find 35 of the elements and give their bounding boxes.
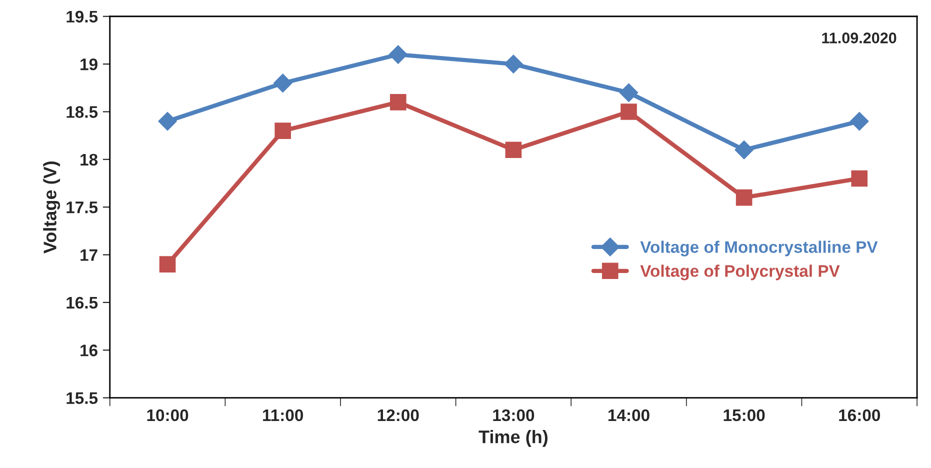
- point: [274, 122, 291, 139]
- y-tick-label: 18: [80, 154, 98, 166]
- x-tick-label: 11:00: [263, 409, 303, 422]
- legend-label: Voltage of Monocrystalline PV: [640, 240, 878, 256]
- y-tick-label: 17.5: [66, 202, 98, 214]
- x-tick-label: 14:00: [608, 409, 650, 422]
- legend-label: Voltage of Polycrystal PV: [640, 264, 840, 280]
- point: [390, 94, 406, 110]
- point: [505, 142, 522, 158]
- point: [159, 256, 176, 272]
- point: [620, 104, 637, 120]
- x-tick-label: 12:00: [378, 409, 419, 422]
- annotation: 11.09.2020: [822, 32, 896, 44]
- y-tick-label: 16: [80, 344, 98, 356]
- point: [851, 170, 868, 187]
- point: [736, 189, 752, 206]
- x-tick-label: 16:00: [839, 409, 880, 422]
- point: [158, 112, 177, 131]
- point: [504, 54, 523, 74]
- y-tick-label: 19: [80, 58, 98, 70]
- point: [619, 83, 638, 102]
- y-tick-label: 15.5: [66, 392, 98, 404]
- x-tick-label: 15:00: [724, 409, 765, 422]
- point: [850, 112, 869, 131]
- y-tick-label: 18.5: [66, 106, 98, 118]
- y-tick-label: 16.5: [66, 296, 98, 309]
- x-axis-title: Time (h): [478, 430, 548, 447]
- y-axis-title: Voltage (V): [43, 162, 60, 254]
- point: [734, 140, 754, 160]
- x-tick-label: 13:00: [493, 409, 534, 422]
- x-tick-label: 10:00: [147, 409, 188, 422]
- point: [273, 74, 292, 92]
- y-tick-label: 17: [80, 249, 98, 261]
- point: [388, 45, 408, 64]
- y-tick-label: 19.5: [66, 10, 98, 23]
